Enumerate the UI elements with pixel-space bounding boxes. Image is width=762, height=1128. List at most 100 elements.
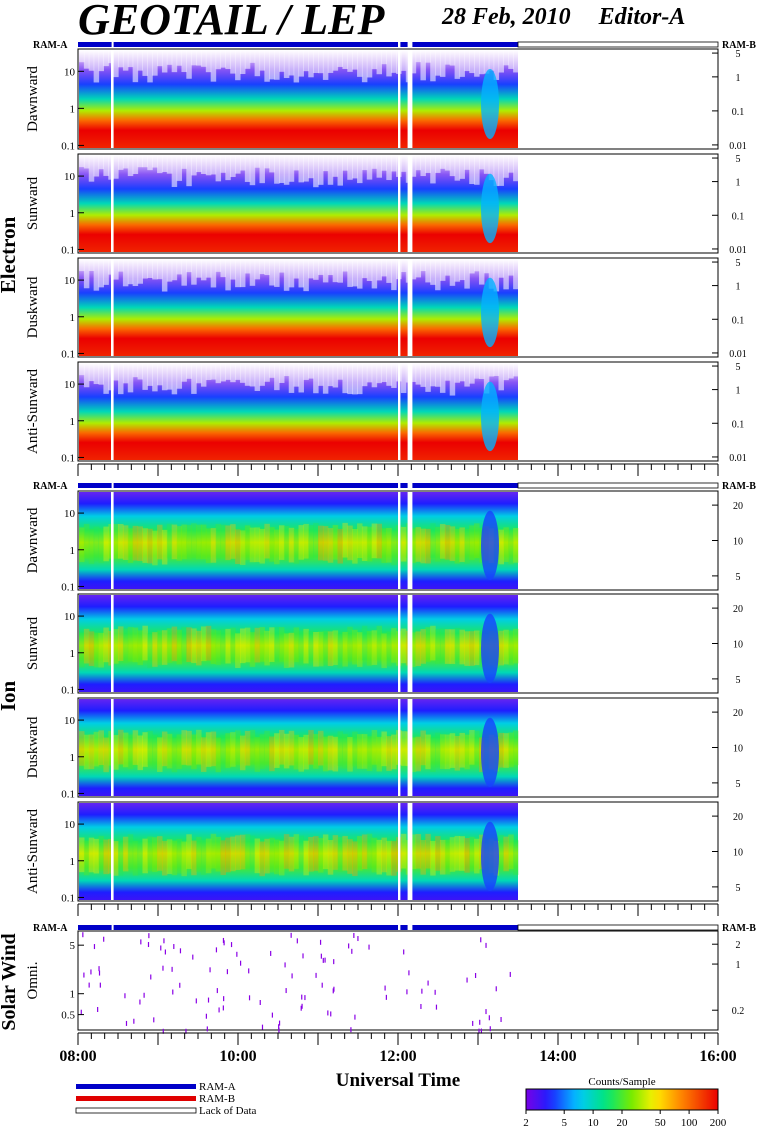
count-mark (509, 971, 511, 977)
count-mark (406, 989, 408, 995)
right-tick-label: 0.1 (732, 211, 745, 222)
count-mark (82, 932, 84, 938)
count-mark (291, 973, 293, 979)
gap-segment (398, 925, 401, 930)
count-mark (333, 986, 335, 992)
panel-electron-sunward: 10 1 0.1 5 1 0.1 0.01 Sunward (25, 153, 747, 256)
right-tick-label: 0.2 (732, 1006, 745, 1017)
ram-a-label: RAM-A (33, 40, 68, 51)
ram-status-bar: RAM-A RAM-B (33, 923, 756, 934)
spectral-dip (481, 613, 499, 684)
colorbar-tick-label: 10 (588, 1117, 600, 1128)
count-mark (385, 994, 387, 1000)
panel-name-label: Duskward (25, 716, 41, 778)
right-tick-label: 5 (736, 779, 741, 790)
right-tick-label: 0.01 (729, 141, 747, 152)
left-tick-label: 10 (64, 819, 76, 831)
count-mark (285, 988, 287, 994)
count-mark (322, 957, 324, 963)
count-mark (222, 1005, 224, 1011)
right-tick-label: 0.01 (729, 245, 747, 256)
legend-ram-a-label: RAM-A (199, 1081, 236, 1093)
left-tick-label: 1 (70, 416, 76, 428)
ram-a-segment (78, 42, 518, 47)
data-gap (407, 363, 413, 460)
count-mark (223, 996, 225, 1002)
right-tick-label: 10 (733, 537, 743, 548)
spectrogram-band (79, 595, 518, 692)
ram-a-label: RAM-A (33, 923, 68, 934)
count-mark (271, 1012, 273, 1018)
data-gap (111, 155, 114, 252)
count-mark (348, 943, 350, 949)
count-mark (97, 1007, 99, 1013)
count-mark (357, 936, 359, 942)
data-gap (398, 259, 401, 356)
spectral-dip (481, 510, 499, 581)
count-mark (185, 1028, 187, 1034)
count-mark (179, 982, 181, 988)
count-mark (140, 939, 142, 945)
data-gap (407, 595, 413, 692)
right-tick-label: 5 (736, 883, 741, 894)
right-tick-label: 10 (733, 848, 743, 859)
count-mark (179, 948, 182, 954)
count-mark (133, 1018, 135, 1024)
panel-name-label: Sunward (25, 616, 41, 670)
data-gap (407, 492, 413, 589)
left-tick-label: 1 (70, 856, 76, 868)
electron-group-label: Electron (0, 216, 20, 293)
count-mark (480, 1028, 482, 1034)
left-tick-label: 0.1 (61, 892, 75, 904)
count-mark (333, 959, 335, 965)
count-mark (248, 995, 251, 1001)
ram-b-label: RAM-B (722, 481, 756, 492)
panel-name-label: Sunward (25, 176, 41, 230)
right-tick-label: 1 (736, 73, 741, 84)
count-mark (324, 957, 326, 963)
count-mark (172, 989, 174, 995)
x-tick-label: 14:00 (539, 1048, 576, 1065)
left-tick-label: 10 (64, 508, 76, 520)
count-mark (230, 942, 233, 948)
data-gap (111, 50, 114, 148)
right-tick-label: 10 (733, 640, 743, 651)
count-mark (296, 938, 298, 944)
count-mark (153, 1017, 155, 1023)
left-tick-label: 1 (70, 312, 76, 324)
left-tick-label: 1 (70, 208, 76, 220)
panel-name-label: Anti-Sunward (25, 809, 41, 894)
left-tick-label: 10 (64, 171, 76, 183)
time-tick-row (77, 903, 719, 916)
count-mark (434, 989, 436, 995)
panel-ion-anti-sunward: 10 1 0.1 20 10 5 Anti-Sunward (25, 801, 743, 904)
left-tick-label: 0.1 (61, 581, 75, 593)
count-mark (489, 1026, 491, 1032)
time-tick-row (77, 1032, 719, 1045)
count-mark (435, 1004, 438, 1010)
count-mark (300, 1005, 302, 1011)
count-mark (302, 953, 304, 959)
count-mark (93, 944, 96, 950)
gap-segment (407, 42, 413, 47)
right-tick-label: 20 (733, 501, 743, 512)
count-mark (98, 966, 100, 972)
gap-segment (407, 483, 413, 488)
ram-status-bar: RAM-A RAM-B (33, 40, 756, 51)
count-mark (420, 1004, 422, 1010)
count-mark (80, 1009, 82, 1015)
count-mark (353, 932, 355, 938)
ram-a-label: RAM-A (33, 481, 68, 492)
x-tick-label: 08:00 (59, 1048, 96, 1065)
gap-segment (111, 483, 114, 488)
spectral-dip (481, 69, 499, 139)
count-mark (88, 982, 90, 988)
count-mark (139, 999, 141, 1005)
left-tick-label: 0.1 (61, 452, 75, 464)
right-tick-label: 5 (736, 572, 741, 583)
count-mark (327, 1010, 329, 1016)
time-tick-row (77, 463, 719, 476)
panel-electron-dawnward: 10 1 0.1 5 1 0.1 0.01 Dawnward (25, 48, 747, 152)
left-tick-label: 0.1 (61, 348, 75, 360)
